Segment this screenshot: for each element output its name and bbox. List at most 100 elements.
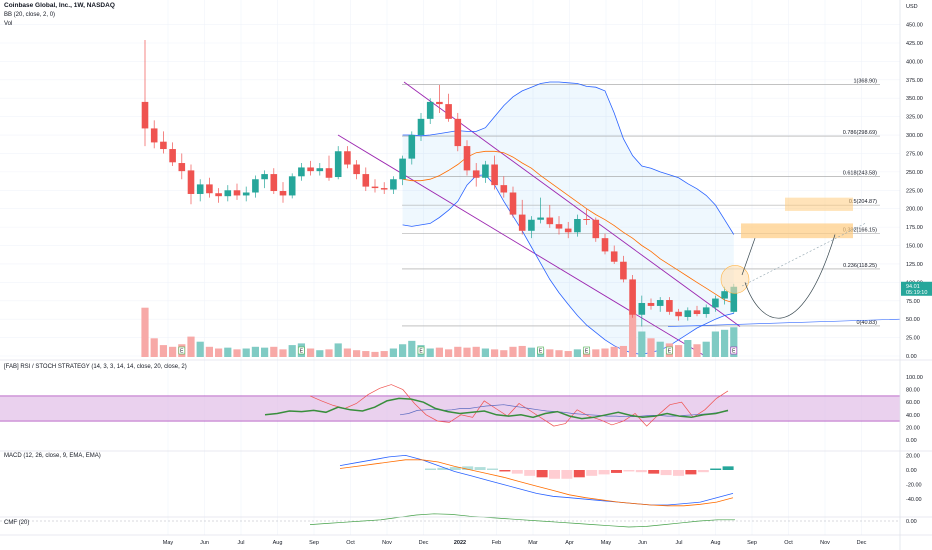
candle-body	[390, 179, 397, 190]
price-axis-tick: 300.00	[906, 133, 923, 139]
candle-body	[371, 186, 379, 189]
price-axis-tick: 425.00	[906, 41, 923, 47]
volume-bar	[527, 347, 535, 357]
earnings-marker-box	[583, 346, 590, 355]
macd-histogram-bar	[499, 470, 511, 472]
price-axis-tick: 225.00	[906, 188, 923, 194]
earnings-marker-label: E	[539, 349, 543, 355]
earnings-marker-box	[298, 346, 305, 355]
bollinger-lower-line	[402, 174, 734, 355]
candle-body	[647, 302, 655, 306]
candle-body	[252, 179, 259, 193]
time-axis-tick: Sep	[747, 540, 757, 546]
volume-bar	[675, 345, 683, 357]
rsi-indicator-title[interactable]: [FAB] RSI / STOCH STRATEGY (14, 3, 3, 14…	[4, 364, 187, 370]
cmf-indicator-title[interactable]: CMF (20)	[4, 520, 30, 526]
macd-histogram-bar	[561, 470, 573, 479]
target-zone-lower	[741, 223, 853, 239]
candle-body	[500, 185, 508, 193]
earnings-marker-label: E	[668, 349, 672, 355]
projection-drawing[interactable]	[720, 223, 866, 319]
volume-bar	[619, 345, 627, 357]
last-price-badge	[901, 281, 932, 296]
price-axis-tick: 175.00	[906, 225, 923, 231]
price-axis-tick: 400.00	[906, 59, 923, 65]
time-axis-tick: Jul	[237, 540, 244, 546]
time-axis-tick: Oct	[784, 540, 793, 546]
volume-bar	[215, 348, 223, 357]
macd-indicator-title[interactable]: MACD (12, 26, close, 9, EMA, EMA)	[4, 453, 101, 459]
earnings-marker-label: E	[300, 349, 304, 355]
candle-body	[150, 128, 158, 143]
volume-bar	[288, 345, 296, 357]
last-price-value: 94.01	[906, 284, 920, 290]
time-axis-tick: May	[601, 540, 612, 546]
volume-bar	[445, 349, 453, 357]
candle-body	[178, 163, 186, 172]
volume-bar	[656, 341, 664, 357]
projection-arrow-up	[741, 238, 756, 276]
volume-bar	[380, 351, 388, 357]
volume-bar	[592, 349, 600, 357]
macd-histogram-bar	[437, 467, 449, 470]
symbol-title: Coinbase Global, Inc., 1W, NASDAQ	[4, 2, 115, 9]
time-axis-tick: Jun	[638, 540, 647, 546]
rsi-axis-tick: 0.00	[906, 438, 917, 444]
candle-body	[463, 146, 471, 171]
rsi-axis-tick: 100.00	[906, 375, 923, 381]
volume-bar	[711, 331, 719, 357]
cmf-pane	[0, 513, 900, 528]
price-axis-tick: 200.00	[906, 207, 923, 213]
volume-bar	[500, 350, 508, 357]
volume-bar	[343, 348, 351, 357]
candle-body	[215, 193, 222, 197]
candle-body	[270, 174, 278, 192]
macd-histogram-bar	[524, 470, 536, 476]
macd-histogram-bar	[474, 467, 486, 470]
volume-bar	[196, 341, 204, 357]
fib-level-label: 0(40.83)	[857, 320, 878, 326]
candle-body	[675, 311, 682, 317]
volume-bar	[316, 350, 324, 357]
candle-body	[712, 298, 719, 308]
candle-body	[169, 149, 176, 163]
volume-bar	[205, 346, 213, 357]
macd-histogram-bar	[598, 470, 610, 475]
target-zones[interactable]	[741, 197, 853, 239]
candle-body	[472, 170, 480, 178]
time-axis-tick: May	[163, 540, 174, 546]
time-axis-tick: Jun	[200, 540, 209, 546]
candle-body	[491, 164, 498, 186]
volume-bar	[463, 347, 471, 357]
macd-histogram-bar	[685, 470, 697, 475]
candle-body	[546, 217, 554, 225]
macd-histogram-bar	[573, 470, 585, 478]
macd-histogram-bar	[710, 468, 722, 470]
macd-axis-tick: 20.00	[906, 453, 920, 459]
volume-bar	[721, 329, 729, 357]
volume-bar	[334, 343, 342, 357]
volume-indicator-title[interactable]: Vol	[4, 21, 13, 27]
rsi-axis-tick: 60.00	[906, 400, 920, 406]
time-axis-tick: Oct	[346, 540, 355, 546]
candle-body	[656, 300, 664, 306]
time-axis[interactable]: May Jun Jul Aug Sep Oct Nov Dec 2022 Feb Mar Apr May…	[163, 540, 867, 546]
price-axis[interactable]: USD 450.00 425.00 400.00 375.00 350.00 325.00 3…	[901, 4, 932, 525]
volume-bar	[279, 349, 287, 357]
rsi-overbought-band	[0, 395, 900, 422]
volume-bar	[601, 348, 609, 357]
candle-body	[426, 101, 434, 119]
candle-body	[620, 261, 627, 280]
candle-body	[298, 167, 305, 177]
candle-body	[206, 184, 213, 194]
candle-body	[445, 104, 452, 119]
bb-indicator-title[interactable]: BB (20, close, 2, 0)	[4, 12, 56, 18]
macd-histogram-bar	[660, 470, 672, 476]
candle-body	[574, 219, 581, 233]
volume-bar	[362, 351, 370, 357]
time-axis-tick: Mar	[528, 540, 538, 546]
volume-bar	[187, 336, 195, 357]
